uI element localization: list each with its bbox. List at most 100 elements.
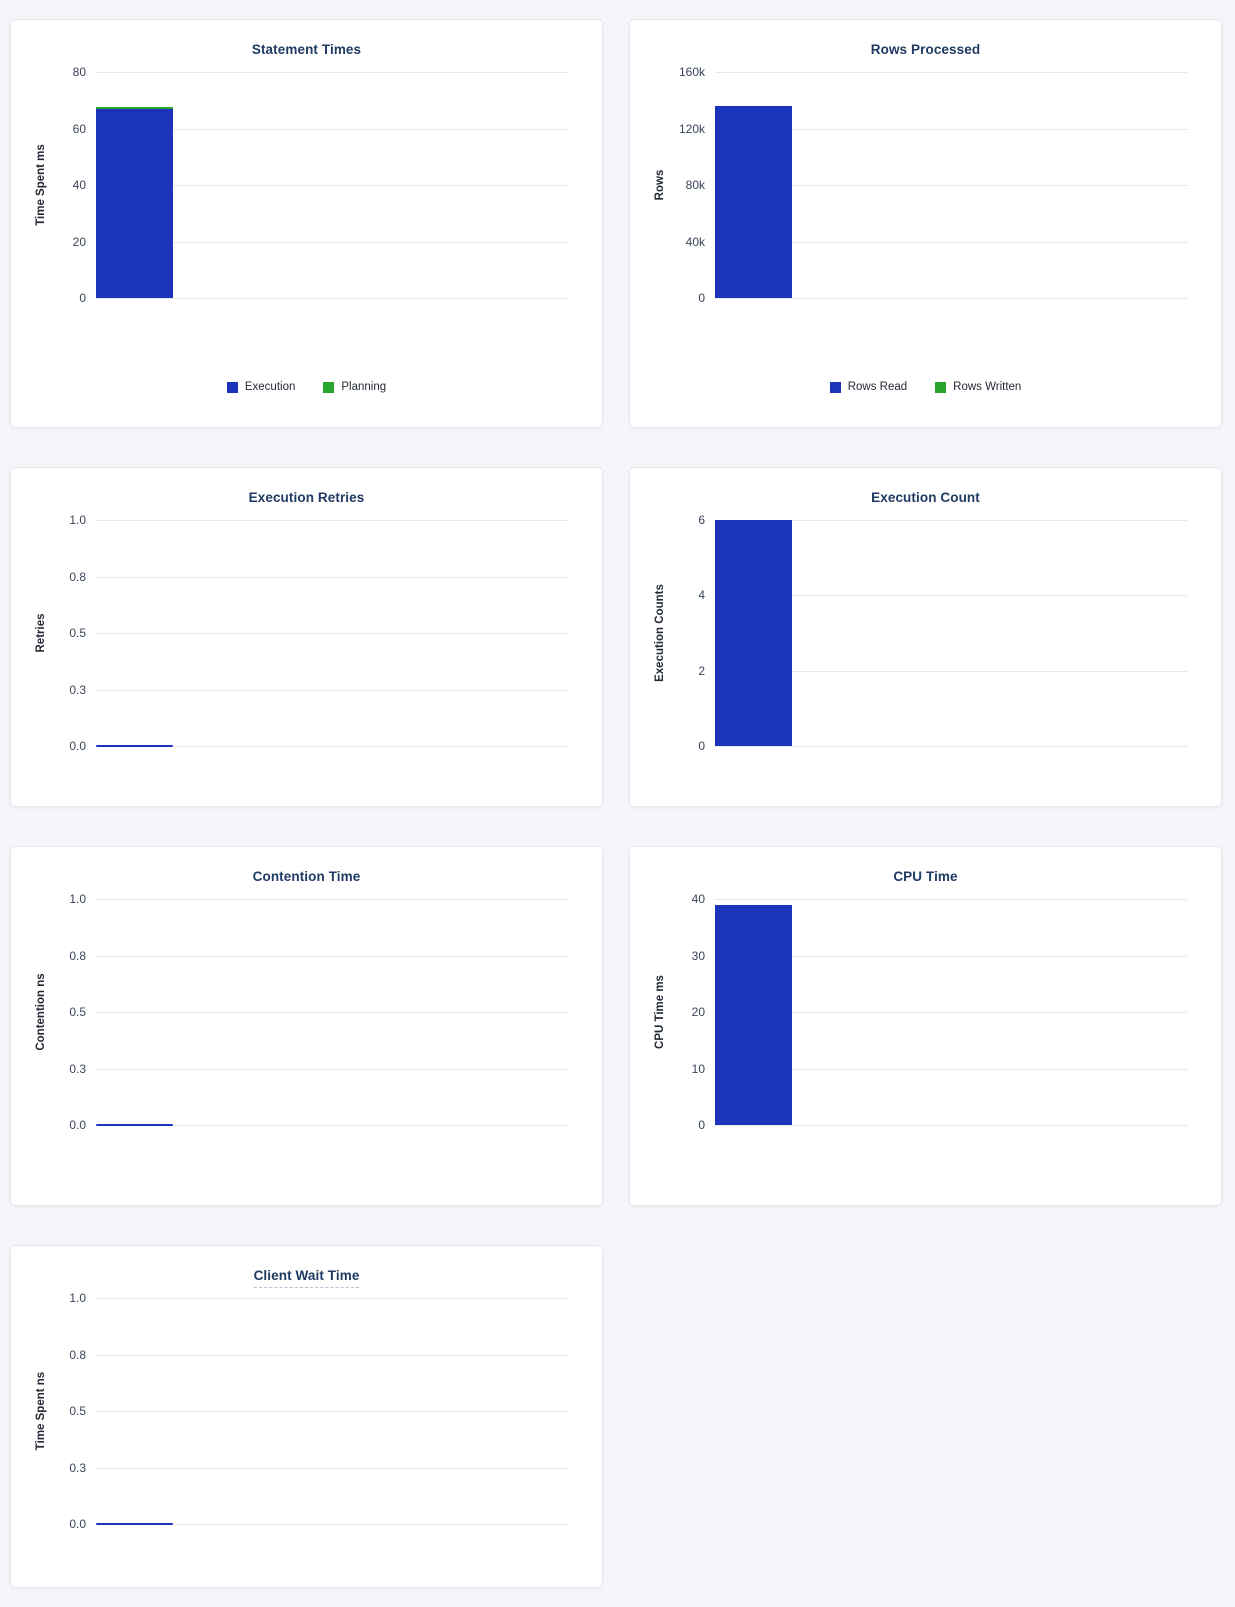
gridline	[96, 1068, 569, 1070]
chart-title: CPU Time	[630, 869, 1221, 884]
legend-label: Execution	[244, 381, 296, 393]
y-tick-label: 0.5	[69, 626, 86, 640]
y-tick-label: 0	[698, 291, 705, 305]
y-tick-label: 80	[72, 65, 86, 79]
gridline	[96, 298, 569, 299]
gridline	[96, 1524, 569, 1525]
gridline	[96, 1411, 569, 1412]
y-tick-label: 60	[72, 121, 86, 136]
y-tick-label: 1.0	[69, 1291, 86, 1305]
gridline	[96, 1298, 569, 1299]
y-tick-label: 0.0	[69, 739, 86, 753]
gridline	[96, 576, 569, 578]
y-tick-label: 6	[698, 513, 705, 527]
plot-area: 1.0 0.8 0.5 0.3 0.0	[69, 1291, 569, 1531]
y-axis-label: Retries	[35, 613, 47, 653]
y-tick-label: 80k	[685, 178, 705, 192]
bar	[715, 105, 792, 298]
y-axis-label: Contention ns	[35, 973, 47, 1051]
chart-card-statement-times: Statement Times Time Spent ms 80 60 40 20 0 …	[10, 19, 603, 428]
chart-title: Rows Processed	[630, 42, 1221, 57]
plot-area: 6 4 2 0	[698, 513, 1188, 753]
gridline	[715, 1012, 1188, 1013]
bar-segment-rows-read	[715, 105, 792, 298]
gridline	[715, 72, 1188, 73]
gridline	[96, 633, 569, 634]
chart-card-execution-count: Execution Count Execution Counts 6 4 2 0	[629, 467, 1222, 807]
y-tick-label: 0	[698, 1118, 705, 1132]
plot-area: 1.0 0.8 0.5 0.3 0.0	[69, 892, 569, 1132]
legend-label: Rows Read	[847, 381, 908, 393]
gridline	[96, 1354, 569, 1356]
bar	[715, 520, 792, 746]
chart-card-rows-processed: Rows Processed Rows 160k 120k 80k 40k 0 Rows…	[629, 19, 1222, 428]
bar	[715, 904, 792, 1125]
legend-label: Planning	[341, 381, 387, 393]
gridline	[96, 128, 569, 130]
y-tick-label: 120k	[678, 121, 705, 136]
gridline	[715, 1125, 1188, 1126]
y-tick-label: 40	[691, 892, 705, 906]
bar	[96, 107, 173, 298]
chart-legend: Rows Read Rows Written	[630, 381, 1221, 393]
chart-title: Execution Count	[630, 490, 1221, 505]
chart-title-text: Execution Count	[871, 490, 980, 505]
y-tick-label: 0.3	[69, 1460, 86, 1475]
bar-segment-planning	[96, 107, 173, 109]
gridline	[715, 955, 1188, 957]
gridline	[96, 520, 569, 521]
y-axis-label: CPU Time ms	[654, 975, 666, 1049]
y-tick-label: 4	[698, 588, 705, 603]
y-axis-label: Execution Counts	[654, 584, 666, 682]
y-tick-label: 40	[72, 178, 86, 192]
plot-area: 160k 120k 80k 40k 0	[679, 65, 1188, 305]
legend-item: Planning	[323, 381, 386, 393]
chart-title: Contention Time	[11, 869, 602, 884]
y-tick-label: 0.0	[69, 1517, 86, 1531]
y-tick-label: 0.8	[69, 569, 86, 584]
chart-title-text: Contention Time	[252, 869, 361, 884]
legend-swatch	[935, 381, 947, 393]
chart-title: Execution Retries	[11, 490, 602, 505]
gridline	[715, 128, 1188, 130]
chart-title-text: Statement Times	[251, 42, 362, 57]
bar-segment-value	[715, 520, 792, 746]
gridline	[715, 520, 1188, 521]
y-tick-label: 20	[72, 234, 86, 249]
y-tick-label: 0.3	[69, 1061, 86, 1076]
chart-title: Client Wait Time	[11, 1268, 602, 1288]
y-tick-label: 160k	[678, 65, 705, 79]
gridline	[96, 746, 569, 747]
y-tick-label: 0.5	[69, 1005, 86, 1019]
y-tick-label: 1.0	[69, 892, 86, 906]
gridline	[715, 899, 1188, 900]
y-axis-label: Time Spent ms	[35, 144, 47, 226]
gridline	[715, 185, 1188, 186]
plot-area: 40 30 20 10 0	[692, 892, 1188, 1132]
legend-item: Execution	[226, 381, 296, 393]
chart-title-text: Rows Processed	[870, 42, 981, 57]
legend-swatch	[226, 381, 238, 393]
chart-title-text: CPU Time	[893, 869, 958, 884]
chart-title-text[interactable]: Client Wait Time	[253, 1268, 360, 1288]
gridline	[96, 899, 569, 900]
gridline	[96, 1125, 569, 1126]
chart-card-cpu-time: CPU Time CPU Time ms 40 30 20 10 0	[629, 846, 1222, 1206]
y-tick-label: 0.3	[69, 682, 86, 697]
y-tick-label: 10	[691, 1061, 705, 1076]
gridline	[96, 689, 569, 691]
bar-segment-value	[715, 904, 792, 1125]
zero-value-bar	[96, 1123, 173, 1126]
charts-grid: Statement Times Time Spent ms 80 60 40 20 0 …	[10, 19, 1222, 1588]
y-tick-label: 40k	[685, 234, 705, 249]
gridline	[715, 595, 1188, 597]
y-tick-label: 0.0	[69, 1118, 86, 1132]
chart-card-client-wait-time: Client Wait Time Time Spent ns 1.0 0.8 0.5…	[10, 1245, 603, 1588]
gridline	[715, 241, 1188, 243]
y-tick-label: 0	[79, 291, 86, 305]
gridline	[96, 72, 569, 73]
y-tick-label: 0.8	[69, 948, 86, 963]
legend-item: Rows Written	[935, 381, 1021, 393]
y-axis-label: Time Spent ns	[35, 1371, 47, 1451]
y-tick-label: 1.0	[69, 513, 86, 527]
